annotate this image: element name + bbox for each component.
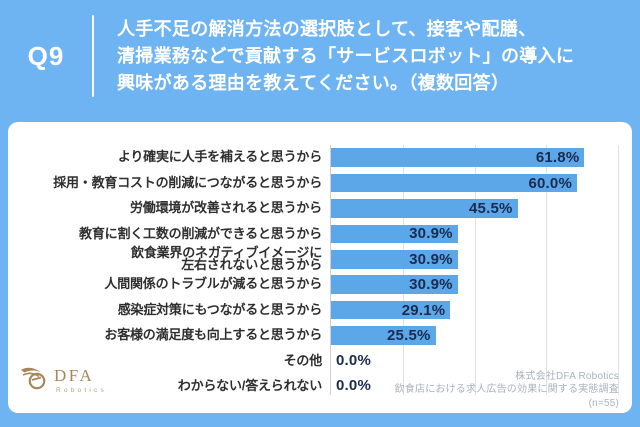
value-label: 60.0% [528, 174, 572, 192]
value-label: 30.9% [409, 276, 453, 294]
category-label: 人間関係のトラブルが減ると思うから [104, 276, 322, 292]
bar-chart: より確実に人手を補えると思うから 61.8% 採用・教育コストの削減につながると思う… [8, 145, 619, 399]
category-label: その他 [283, 352, 323, 368]
bar-track: 29.1% [331, 300, 618, 320]
bar-track: 30.9% [331, 275, 618, 294]
chart-row: お客様の満足度も向上すると思うから 25.5% [8, 323, 617, 348]
bar-track: 0.0% [331, 377, 618, 396]
category-label: より確実に人手を補えると思うから [117, 149, 322, 165]
bar-track: 60.0% [331, 173, 618, 193]
gridline [546, 145, 548, 395]
category-label: 感染症対策にもつながると思うから [117, 301, 322, 317]
value-label: 25.5% [387, 326, 431, 344]
bar: 45.5% [331, 199, 518, 218]
bar: 60.0% [331, 173, 577, 193]
value-label: 45.5% [469, 199, 513, 217]
chart-row: 採用・教育コストの削減につながると思うから 60.0% [8, 170, 617, 195]
value-label: 0.0% [336, 376, 371, 394]
category-label: 飲食業界のネガティブイメージに 左右されないと思うから [131, 244, 322, 273]
bar: 30.9% [331, 250, 458, 269]
value-label: 29.1% [401, 301, 446, 319]
chart-row: 人間関係のトラブルが減ると思うから 30.9% [8, 272, 617, 297]
bar: 29.1% [331, 300, 451, 320]
bar-track: 61.8% [331, 148, 618, 167]
chart-row: その他 0.0% [8, 348, 617, 373]
bar-track: 25.5% [331, 326, 618, 345]
category-label: わからない/答えられない [177, 377, 322, 393]
value-label: 30.9% [409, 250, 453, 268]
chart-row: より確実に人手を補えると思うから 61.8% [8, 145, 617, 170]
question-line-2: 清掃業務などで貢献する「サービスロボット」の導入に [117, 45, 575, 66]
chart-row: 感染症対策にもつながると思うから 29.1% [8, 297, 617, 322]
bar: 30.9% [331, 224, 458, 244]
question-line-1: 人手不足の解消方法の選択肢として、接客や配膳、 [117, 18, 537, 39]
chart-gridlines [330, 145, 619, 395]
chart-row: 労働環境が改善されると思うから 45.5% [8, 196, 617, 221]
value-label: 0.0% [336, 351, 371, 369]
question-text: 人手不足の解消方法の選択肢として、接客や配膳、 清掃業務などで貢献する「サービス… [117, 16, 574, 97]
header-divider [92, 15, 94, 97]
bar: 25.5% [331, 326, 436, 345]
chart-row: 教育に割く工数の削減ができると思うから 30.9% [8, 221, 617, 246]
dfa-logo-subtext: Robotics [56, 387, 107, 394]
source-note: 株式会社DFA Robotics 飲食店における求人広告の効果に関する実態調査 … [395, 370, 619, 411]
dfa-logo-text: DFA [54, 366, 95, 385]
chart-row: 飲食業界のネガティブイメージに 左右されないと思うから 30.9% [8, 244, 618, 273]
gridline [618, 145, 619, 395]
value-label: 61.8% [535, 149, 580, 167]
source-sample-size: (n=55) [588, 397, 619, 409]
bar-track: 45.5% [331, 199, 618, 218]
category-label: 教育に割く工数の削減ができると思うから [79, 225, 322, 241]
chart-rows: より確実に人手を補えると思うから 61.8% 採用・教育コストの削減につながると思う… [8, 145, 617, 399]
bar-track: 0.0% [331, 352, 618, 371]
question-header: Q9 人手不足の解消方法の選択肢として、接客や配膳、 清掃業務などで貢献する「サ… [0, 0, 640, 112]
question-number: Q9 [27, 40, 65, 71]
source-survey-title: 飲食店における求人広告の効果に関する実態調査 [394, 384, 619, 395]
question-line-3: 興味がある理由を教えてください。（複数回答） [117, 72, 510, 93]
bar: 30.9% [331, 275, 458, 294]
chart-row: わからない/答えられない 0.0% [8, 374, 617, 399]
category-label: お客様の満足度も向上すると思うから [104, 327, 322, 343]
gridline [474, 145, 476, 395]
bar-track: 30.9% [331, 250, 618, 269]
source-company: 株式会社DFA Robotics [515, 370, 619, 382]
value-label: 30.9% [409, 225, 453, 243]
gridline [402, 145, 404, 395]
category-label: 採用・教育コストの削減につながると思うから [53, 174, 322, 190]
category-label: 労働環境が改善されると思うから [129, 200, 322, 216]
bar: 61.8% [331, 148, 585, 167]
bar-track: 30.9% [331, 224, 618, 244]
dfa-logo: DFA Robotics [20, 361, 130, 409]
dfa-logo-icon [21, 367, 46, 390]
chart-card: より確実に人手を補えると思うから 61.8% 採用・教育コストの削減につながると思う… [8, 122, 632, 413]
